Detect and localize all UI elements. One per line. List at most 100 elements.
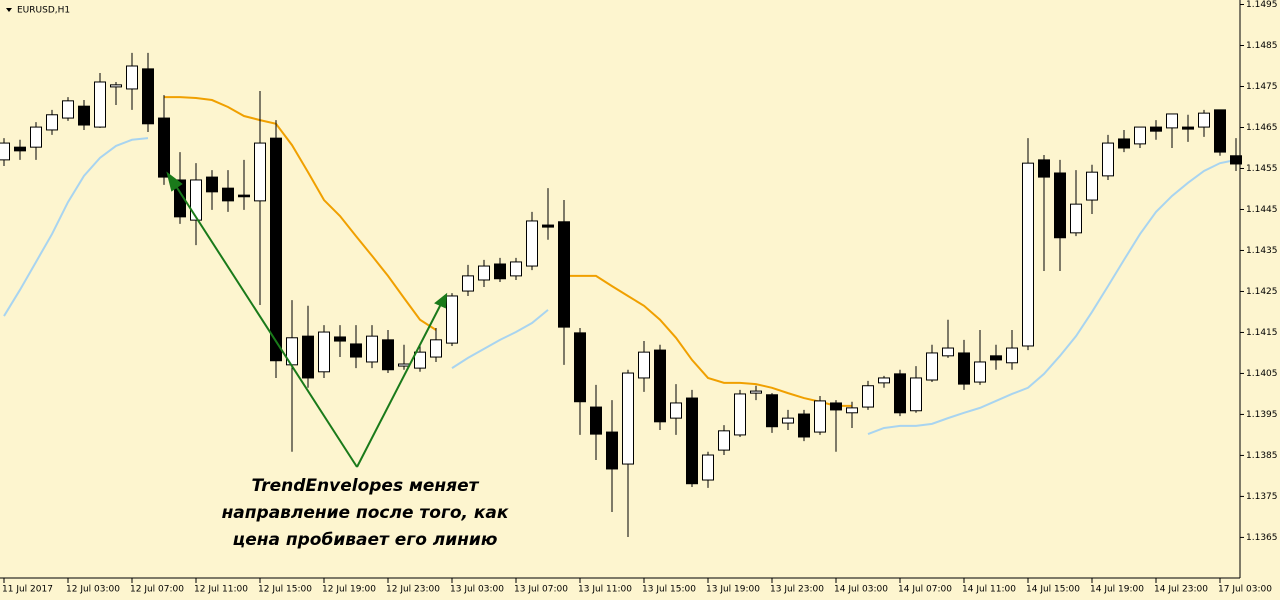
candle-body <box>1070 203 1082 234</box>
y-tick-label: 1.1405 <box>1246 369 1278 379</box>
candle-body <box>574 332 586 403</box>
candle-body <box>1166 113 1178 129</box>
x-tick-label: 14 Jul 19:00 <box>1090 585 1144 595</box>
x-tick-label: 13 Jul 03:00 <box>450 585 504 595</box>
candle-body <box>94 81 106 128</box>
candle-body <box>926 352 938 381</box>
candle-body <box>734 393 746 436</box>
x-tick-label: 12 Jul 15:00 <box>258 585 312 595</box>
candle-body <box>654 349 666 423</box>
candle-body <box>590 406 602 435</box>
candle-body <box>846 407 858 414</box>
arrowhead <box>166 171 183 192</box>
candle-body <box>1022 162 1034 347</box>
candle-body <box>990 355 1002 361</box>
annotation: цена пробивает его линию <box>233 530 498 550</box>
chart-title: EURUSD,H1 <box>17 6 70 16</box>
candle-body <box>270 137 282 362</box>
y-tick-label: 1.1485 <box>1246 41 1278 51</box>
candle-body <box>62 100 74 119</box>
y-tick-label: 1.1415 <box>1246 328 1278 338</box>
candle-body <box>1230 155 1242 165</box>
candle-body <box>718 430 730 451</box>
candle-body <box>366 335 378 363</box>
candle-body <box>782 417 794 424</box>
candle-body <box>974 361 986 383</box>
x-tick-label: 14 Jul 03:00 <box>834 585 888 595</box>
candle-body <box>702 454 714 481</box>
candle-body <box>462 275 474 292</box>
x-tick-label: 12 Jul 07:00 <box>130 585 184 595</box>
candle-body <box>670 402 682 419</box>
y-tick-label: 1.1365 <box>1246 533 1278 543</box>
candle-body <box>910 377 922 412</box>
candle-body <box>30 126 42 148</box>
candle-body <box>1038 159 1050 178</box>
candle-body <box>142 68 154 125</box>
candle-body <box>1054 172 1066 239</box>
candle-body <box>174 179 186 218</box>
candle-body <box>126 65 138 90</box>
candle-body <box>414 351 426 369</box>
candle-body <box>14 146 26 152</box>
candle-body <box>526 220 538 267</box>
candle-body <box>206 176 218 193</box>
annotation: TrendEnvelopes меняет <box>252 476 480 496</box>
candle-body <box>1118 138 1130 149</box>
candle-body <box>254 142 266 202</box>
y-tick-label: 1.1455 <box>1246 164 1278 174</box>
candle-body <box>686 397 698 485</box>
candle-body <box>190 179 202 221</box>
candle-body <box>494 263 506 280</box>
x-tick-label: 13 Jul 23:00 <box>770 585 824 595</box>
candle-body <box>0 142 10 161</box>
candle-body <box>830 402 842 411</box>
candle-body <box>446 295 458 344</box>
candle-body <box>958 352 970 385</box>
envelope-line <box>3 137 1237 436</box>
y-tick-label: 1.1465 <box>1246 123 1278 133</box>
candle-body <box>1214 109 1226 153</box>
y-tick-label: 1.1435 <box>1246 246 1278 256</box>
x-tick-label: 14 Jul 11:00 <box>962 585 1016 595</box>
candle-body <box>814 400 826 433</box>
arrow <box>173 182 358 468</box>
candle-body <box>1102 142 1114 177</box>
candle-body <box>542 224 554 228</box>
candle-body <box>638 351 650 379</box>
candle-body <box>606 431 618 470</box>
candle-body <box>334 336 346 342</box>
candle-body <box>110 84 122 88</box>
x-tick-label: 13 Jul 19:00 <box>706 585 760 595</box>
y-tick-label: 1.1475 <box>1246 82 1278 92</box>
candle-body <box>798 413 810 438</box>
candle-body <box>238 194 250 198</box>
x-tick-label: 13 Jul 11:00 <box>578 585 632 595</box>
candle-body <box>750 390 762 394</box>
x-tick-label: 12 Jul 11:00 <box>194 585 248 595</box>
plot <box>0 52 1242 538</box>
x-tick-label: 14 Jul 15:00 <box>1026 585 1080 595</box>
x-tick-label: 11 Jul 2017 <box>2 585 53 595</box>
candle-body <box>318 331 330 373</box>
candle-body <box>350 343 362 358</box>
candle-body <box>78 105 90 126</box>
y-tick-label: 1.1495 <box>1246 0 1278 10</box>
candle-body <box>878 377 890 384</box>
candle-body <box>942 347 954 357</box>
x-tick-label: 14 Jul 07:00 <box>898 585 952 595</box>
candle-body <box>1134 126 1146 145</box>
y-tick-label: 1.1445 <box>1246 205 1278 215</box>
x-tick-label: 12 Jul 23:00 <box>386 585 440 595</box>
candle-body <box>510 261 522 277</box>
x-tick-label: 12 Jul 03:00 <box>66 585 120 595</box>
candle-body <box>478 265 490 281</box>
candle-body <box>1086 171 1098 201</box>
candle-body <box>382 339 394 371</box>
candle-body <box>158 117 170 178</box>
x-tick-label: 13 Jul 15:00 <box>642 585 696 595</box>
candle-body <box>1182 126 1194 130</box>
candle-body <box>622 372 634 465</box>
